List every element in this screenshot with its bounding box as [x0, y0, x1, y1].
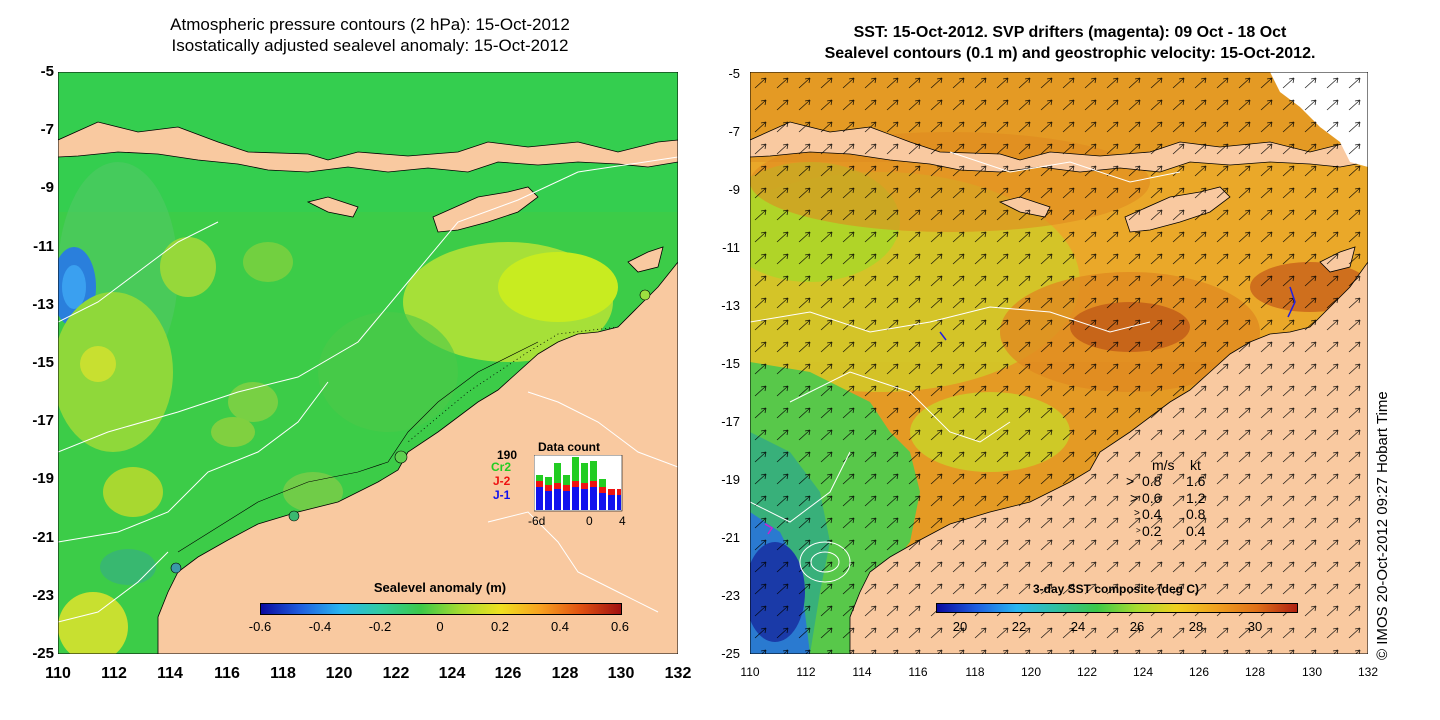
left-colorbar-title: Sealevel anomaly (m)	[373, 580, 507, 595]
left-colorbar-tick: -0.4	[308, 619, 332, 634]
right-colorbar-title: 3-day SST composite (deg C)	[1032, 582, 1200, 596]
speed-arrow-icon: >	[1134, 508, 1140, 519]
left-y-tick: -23	[32, 587, 54, 604]
right-y-tick: -9	[728, 182, 740, 197]
right-x-tick: 116	[908, 665, 928, 679]
right-y-tick: -17	[721, 414, 740, 429]
left-x-tick: 124	[438, 665, 466, 682]
left-y-tick: -13	[32, 296, 54, 313]
left-x-tick: 116	[214, 665, 240, 682]
left-title-line1: Atmospheric pressure contours (2 hPa): 1…	[170, 15, 570, 34]
speed-header-kt: kt	[1190, 457, 1201, 473]
speed-header-ms: m/s	[1152, 457, 1175, 473]
speed-row-kt: 0.8	[1186, 506, 1206, 522]
speed-row-ms: 0.2	[1142, 523, 1162, 539]
right-colorbar-tick: 22	[1011, 619, 1027, 634]
sst-map-canvas	[680, 71, 1370, 655]
left-x-tick: 112	[101, 665, 127, 682]
sst-map	[680, 71, 1370, 655]
left-colorbar-tick: 0	[436, 619, 444, 634]
right-title-line1: SST: 15-Oct-2012. SVP drifters (magenta)…	[853, 24, 1287, 41]
data-count-max-label: 190	[497, 448, 518, 462]
left-colorbar-tick: 0.6	[610, 619, 630, 634]
left-x-tick: 110	[45, 665, 71, 682]
right-x-tick: 124	[1132, 665, 1154, 679]
right-y-tick: -15	[721, 356, 740, 371]
left-colorbar-tick: 0.2	[490, 619, 510, 634]
right-title-line2: Sealevel contours (0.1 m) and geostrophi…	[824, 45, 1316, 62]
right-colorbar-tick: 20	[952, 619, 968, 634]
sealevel-anomaly-map-canvas	[52, 71, 679, 662]
right-x-tick: 122	[1076, 665, 1098, 679]
left-x-tick: 128	[551, 665, 579, 682]
left-x-tick: 120	[325, 665, 353, 682]
left-colorbar-tick: -0.2	[368, 619, 392, 634]
speed-row-kt: 1.6	[1186, 473, 1206, 489]
data-count-x-tick: 4	[619, 514, 626, 528]
speed-row-kt: 1.2	[1186, 490, 1206, 506]
right-x-tick: 120	[1020, 665, 1042, 679]
left-colorbar-tick: -0.6	[248, 619, 272, 634]
right-x-tick: 126	[1188, 665, 1210, 679]
sealevel-anomaly-map	[52, 71, 679, 662]
left-y-tick: -21	[32, 529, 54, 546]
right-x-tick: 130	[1301, 665, 1323, 679]
left-x-tick: 126	[494, 665, 522, 682]
speed-row-ms: 0.4	[1142, 506, 1162, 522]
data-count-histogram	[534, 455, 623, 512]
left-x-tick: 118	[270, 665, 296, 682]
right-y-tick: -7	[728, 124, 740, 139]
speed-row-kt: 0.4	[1186, 523, 1206, 539]
right-x-tick: 118	[965, 665, 985, 679]
left-y-tick: -19	[32, 470, 54, 487]
left-y-tick: -7	[40, 121, 54, 138]
right-x-tick: 110	[740, 665, 760, 679]
left-x-tick: 114	[157, 665, 183, 682]
left-x-tick: 130	[607, 665, 635, 682]
data-count-legend-j1: J-1	[493, 488, 511, 502]
speed-arrow-icon: >	[1130, 490, 1139, 506]
left-colorbar-tick: 0.4	[550, 619, 570, 634]
left-y-tick: -25	[32, 645, 54, 662]
speed-arrow-icon: >	[1126, 473, 1135, 489]
speed-row-ms: 0.8	[1142, 473, 1162, 489]
imos-credit-label: © IMOS 20-Oct-2012 09:27 Hobart Time	[1374, 391, 1391, 660]
data-count-legend-j2: J-2	[493, 474, 511, 488]
right-colorbar-tick: 30	[1247, 619, 1263, 634]
right-colorbar-tick: 26	[1129, 619, 1145, 634]
left-x-tick: 132	[664, 665, 692, 682]
right-x-tick: 112	[796, 665, 816, 679]
sst-colorbar	[936, 603, 1298, 613]
right-colorbar-tick: 28	[1188, 619, 1204, 634]
data-count-x-tick: -6d	[528, 514, 546, 528]
right-y-tick: -21	[721, 530, 740, 545]
right-map-title: SST: 15-Oct-2012. SVP drifters (magenta)…	[740, 22, 1400, 64]
left-map-title: Atmospheric pressure contours (2 hPa): 1…	[60, 14, 680, 56]
sealevel-colorbar	[260, 603, 622, 615]
data-count-legend-cr2: Cr2	[491, 460, 512, 474]
left-x-tick: 122	[382, 665, 410, 682]
right-x-tick: 114	[852, 665, 872, 679]
right-y-tick: -23	[721, 588, 740, 603]
left-y-tick: -5	[40, 63, 54, 80]
right-y-tick: -19	[721, 472, 740, 487]
speed-row-ms: 0.6	[1142, 490, 1162, 506]
left-y-tick: -15	[32, 354, 54, 371]
right-colorbar-tick: 24	[1070, 619, 1086, 634]
left-y-tick: -11	[33, 238, 54, 255]
right-y-tick: -25	[721, 646, 740, 661]
left-y-tick: -17	[32, 412, 54, 429]
right-y-tick: -5	[728, 66, 740, 81]
right-x-tick: 128	[1244, 665, 1266, 679]
left-title-line2: Isostatically adjusted sealevel anomaly:…	[171, 36, 569, 55]
speed-arrow-icon: >	[1136, 526, 1141, 535]
right-x-tick: 132	[1357, 665, 1379, 679]
data-count-x-tick: 0	[586, 514, 593, 528]
left-y-tick: -9	[40, 179, 54, 196]
data-count-title: Data count	[538, 440, 601, 454]
right-y-tick: -13	[721, 298, 740, 313]
right-y-tick: -11	[722, 240, 740, 255]
